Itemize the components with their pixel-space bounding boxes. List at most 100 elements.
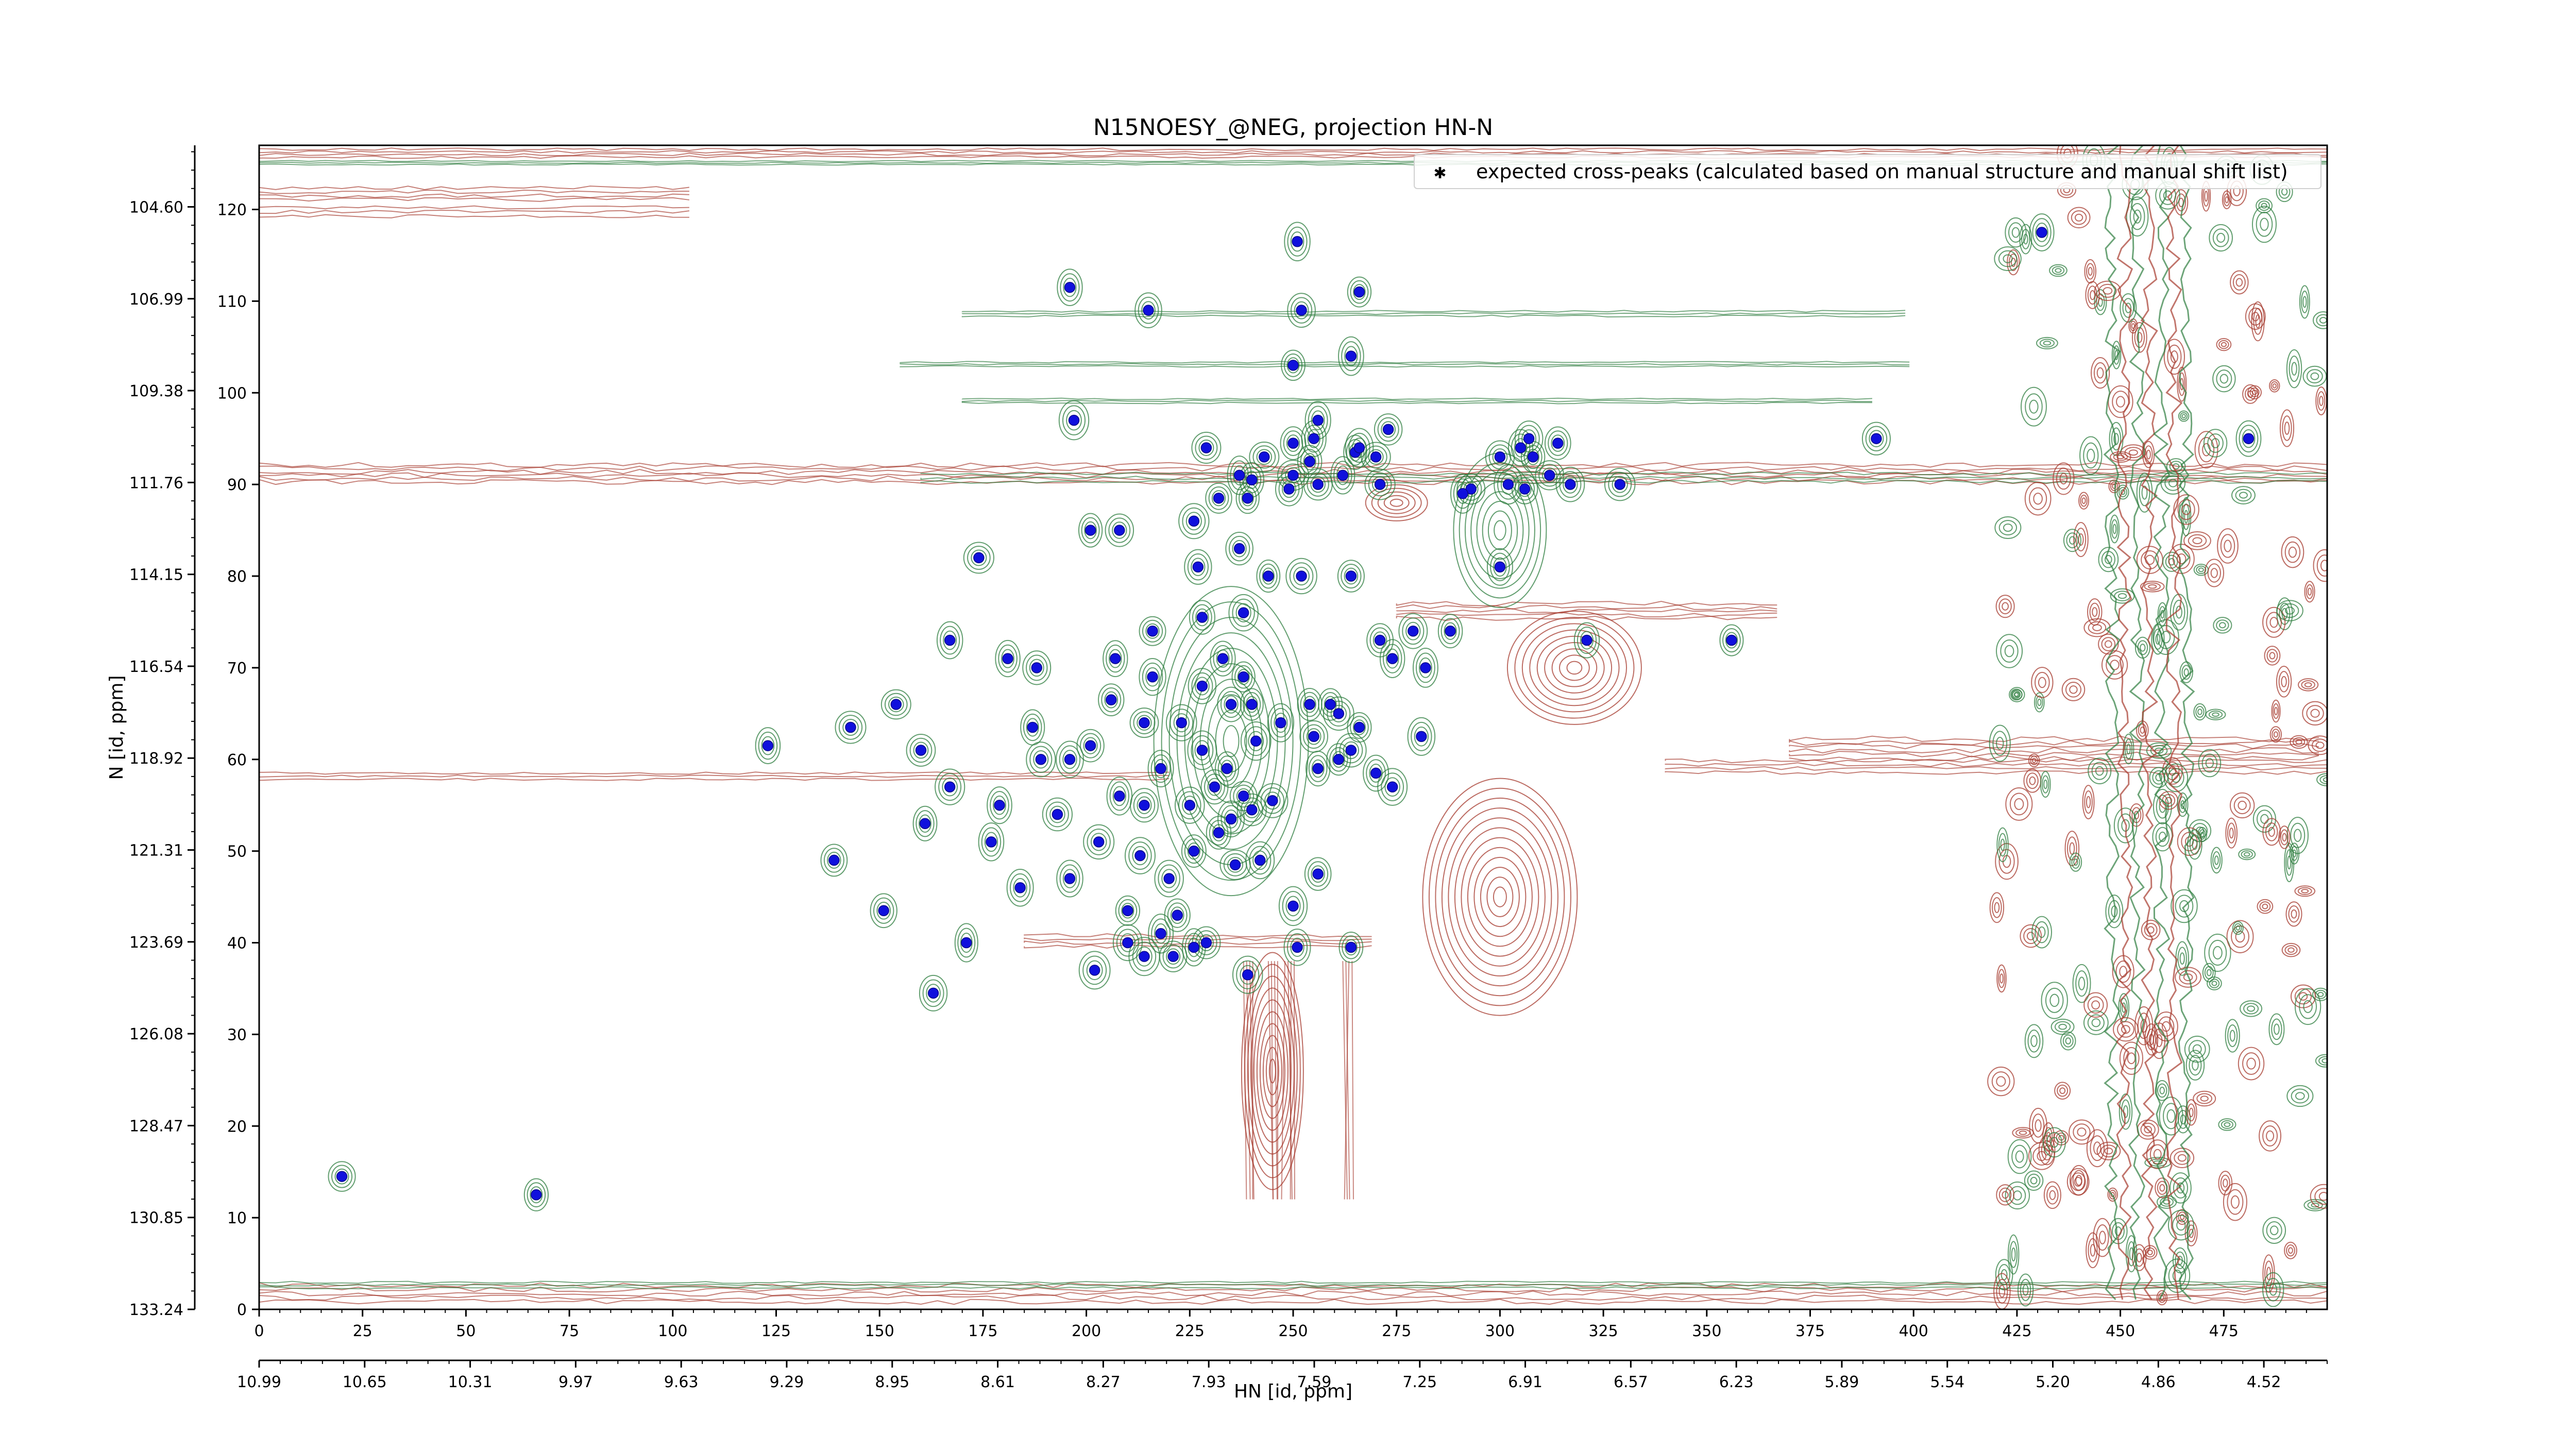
contour-ring <box>2157 602 2167 627</box>
cross-peak-marker <box>1213 493 1225 504</box>
contour-ring <box>2000 838 2005 851</box>
contour-ring <box>1290 231 1304 252</box>
contour-ring <box>1133 711 1156 734</box>
contour-ring <box>2177 1154 2187 1162</box>
contour-ring <box>1544 642 1605 694</box>
contour-ring <box>2302 365 2327 387</box>
cross-peak-marker <box>1416 731 1427 743</box>
contour-ring <box>2152 770 2165 785</box>
cross-peak-marker <box>1565 479 1576 490</box>
contour-ring <box>2291 1088 2310 1104</box>
contour-ring <box>2046 1186 2059 1205</box>
contour-wall <box>2178 145 2195 1301</box>
contour-ring <box>2271 1018 2282 1040</box>
contour-ring <box>2259 1120 2282 1152</box>
cross-peak-marker <box>1465 483 1477 495</box>
contour-ring <box>2177 947 2187 970</box>
cross-peak-marker <box>1296 305 1307 316</box>
contour-ring <box>1300 449 1319 475</box>
contour-ring <box>1350 716 1369 739</box>
contour-ring <box>2249 387 2260 397</box>
y-ppm-tick-label: 123.69 <box>129 934 183 952</box>
contour-ring <box>1377 417 1399 442</box>
cross-peak-marker <box>1002 653 1013 664</box>
y-ppm-tick-label: 114.15 <box>129 566 183 584</box>
cross-peak-marker <box>1502 479 1514 490</box>
contour-ring <box>1154 759 1168 779</box>
contour-ring <box>331 1165 353 1188</box>
contour-ring <box>2225 1019 2240 1053</box>
contour-ring <box>1283 430 1303 456</box>
contour-ring <box>2159 1086 2165 1094</box>
contour-ring <box>2024 1024 2044 1058</box>
contour-band <box>259 1286 2327 1290</box>
contour-ring <box>1377 768 1408 806</box>
contour-ring <box>2038 677 2046 688</box>
contour-ring <box>2069 852 2082 872</box>
contour-ring <box>2314 1188 2327 1205</box>
contour-ring <box>990 791 1009 820</box>
contour-ring <box>2083 442 2099 469</box>
contour-ring <box>2094 289 2107 315</box>
contour-ring <box>2210 568 2218 578</box>
contour-ring <box>1148 913 1174 954</box>
contour-ring <box>2026 772 2039 789</box>
contour-ring <box>1145 667 1160 687</box>
contour-ring <box>2067 207 2091 229</box>
contour-ring <box>2093 362 2107 384</box>
contour-ring <box>2231 925 2249 948</box>
cross-peak-marker <box>1147 671 1158 683</box>
cross-peak-marker <box>1871 433 1882 444</box>
contour-ring <box>2271 699 2281 723</box>
contour-ring <box>2181 414 2186 418</box>
contour-ring <box>1287 293 1316 328</box>
contour-band <box>961 397 1872 400</box>
contour-band <box>1789 755 2319 762</box>
y-tick-label: 90 <box>227 476 247 494</box>
contour-ring <box>838 715 863 740</box>
contour-ring <box>2177 553 2187 564</box>
x-axis-ticks: 0 25 50 75 100 125 150 175 200 225 250 275 300 325 350… <box>254 1309 2307 1340</box>
contour-ring <box>2060 1031 2076 1051</box>
contour-ring <box>2193 1090 2216 1107</box>
contour-ring <box>2262 1254 2275 1293</box>
cross-peak-marker <box>1292 236 1303 247</box>
contour-ring <box>2260 217 2269 231</box>
contour-ring <box>2269 617 2278 628</box>
contour-ring <box>2311 1203 2319 1208</box>
contour-ring <box>1137 796 1152 814</box>
contour-ring <box>2069 842 2075 855</box>
contour-ring <box>1559 654 1590 681</box>
contour-ring <box>2163 1199 2171 1205</box>
contour-ring <box>1308 406 1328 435</box>
contour-ring <box>2266 1221 2282 1240</box>
contour-ring <box>1078 951 1111 990</box>
contour-ring <box>2214 855 2219 865</box>
contour-ring <box>2197 709 2202 715</box>
contour-ring <box>2295 739 2302 745</box>
cross-peak-marker <box>1275 717 1286 729</box>
contour-ring <box>1134 292 1162 328</box>
contour-ring <box>2209 224 2233 252</box>
contour-ring <box>2129 1247 2134 1260</box>
contour-ring <box>1120 933 1136 952</box>
contour-ring <box>1563 475 1578 494</box>
contour-ring <box>1535 460 1565 491</box>
contour-ring <box>2203 429 2228 458</box>
contour-ring <box>1062 750 1077 769</box>
contour-ring <box>2227 1024 2238 1048</box>
contour-ring <box>2156 1290 2168 1306</box>
contour-ring <box>1188 937 1200 957</box>
contour-ring <box>2000 639 2019 663</box>
contour-ring <box>2096 367 2104 379</box>
contour-ring <box>1608 471 1632 497</box>
contour-ring <box>1001 649 1014 668</box>
contour-ring <box>1521 429 1537 448</box>
cross-peak-marker <box>915 745 927 756</box>
contour-ring <box>995 639 1021 678</box>
y-tick-label: 10 <box>227 1209 247 1227</box>
contour-ring <box>2111 341 2122 369</box>
contour-ring <box>1329 747 1348 772</box>
contour-ring <box>1058 400 1090 441</box>
contour-ring <box>2200 831 2205 837</box>
